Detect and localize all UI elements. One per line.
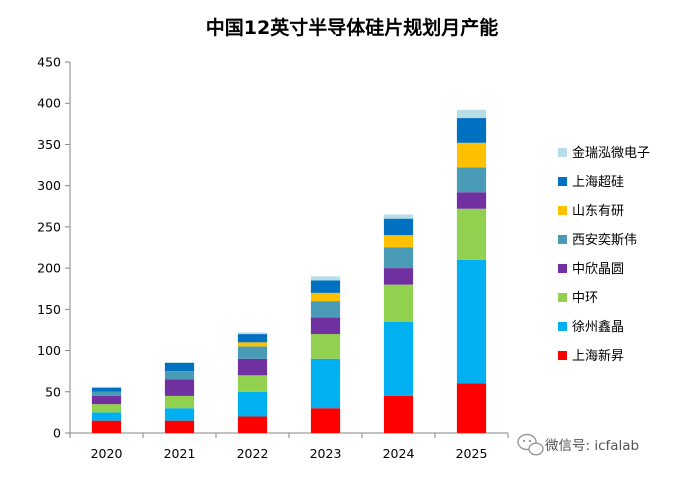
bar-segment xyxy=(383,247,414,269)
x-tick-label: 2021 xyxy=(164,446,196,461)
legend-swatch xyxy=(558,177,567,186)
bar-segment xyxy=(237,358,268,376)
bar-segment xyxy=(237,346,268,359)
x-tick-label: 2022 xyxy=(237,446,269,461)
x-tick-label: 2024 xyxy=(383,446,415,461)
bar-segment xyxy=(310,292,341,302)
legend-swatch xyxy=(558,264,567,273)
bar-segment xyxy=(383,218,414,236)
bar-segment xyxy=(91,412,122,421)
bar-segment xyxy=(310,408,341,433)
bar-segment xyxy=(383,235,414,248)
bar-segment xyxy=(237,416,268,433)
y-tick-label: 400 xyxy=(37,96,61,111)
bar-segment xyxy=(237,375,268,392)
bar-segment xyxy=(91,420,122,433)
legend-label: 山东有研 xyxy=(572,204,624,219)
bars xyxy=(91,109,487,433)
bar-segment xyxy=(164,371,195,380)
bar-segment xyxy=(91,404,122,413)
bar-segment xyxy=(164,395,195,409)
y-tick-label: 200 xyxy=(37,261,61,276)
bar-segment xyxy=(310,334,341,359)
legend-swatch xyxy=(558,206,567,215)
y-tick-label: 150 xyxy=(37,302,61,317)
legend-label: 西安奕斯伟 xyxy=(572,232,637,248)
watermark-text: 微信号: icfalab xyxy=(545,438,639,454)
bar-segment xyxy=(237,332,268,335)
bar-segment xyxy=(383,321,414,396)
y-tick-label: 350 xyxy=(37,137,61,152)
y-tick-label: 100 xyxy=(37,343,61,358)
legend-label: 上海新昇 xyxy=(572,348,624,364)
bar-segment xyxy=(237,391,268,417)
legend-label: 上海超硅 xyxy=(572,175,624,190)
bar-segment xyxy=(310,280,341,293)
bar-segment xyxy=(383,214,414,219)
bar-segment xyxy=(383,395,414,433)
bar-segment xyxy=(456,142,487,168)
bar-segment xyxy=(164,408,195,421)
bar-segment xyxy=(456,118,487,143)
x-tick-label: 2025 xyxy=(456,446,488,461)
y-tick-label: 300 xyxy=(37,178,61,193)
bar-segment xyxy=(310,317,341,335)
bar-segment xyxy=(456,259,487,384)
watermark: 微信号: icfalab xyxy=(517,433,639,456)
legend-swatch xyxy=(558,148,567,157)
bar-segment xyxy=(310,301,341,318)
bar-segment xyxy=(237,334,268,343)
bar-segment xyxy=(164,362,195,363)
bar-segment xyxy=(456,167,487,193)
bar-segment xyxy=(164,362,195,372)
x-tick-label: 2020 xyxy=(91,446,123,461)
bar-segment xyxy=(310,276,341,281)
legend-swatch xyxy=(558,293,567,302)
y-tick-label: 0 xyxy=(53,426,61,441)
legend-label: 徐州鑫晶 xyxy=(572,319,624,335)
chart-title: 中国12英寸半导体硅片规划月产能 xyxy=(206,16,498,39)
bar-segment xyxy=(91,386,122,388)
bar-segment xyxy=(456,192,487,209)
bar-segment xyxy=(91,391,122,396)
bar-segment xyxy=(164,379,195,396)
legend-swatch xyxy=(558,351,567,360)
axes: 0 50 100 150 200 250 300 350 400 450 2020 2021 2022 2… xyxy=(37,55,509,461)
legend-swatch xyxy=(558,235,567,244)
legend-swatch xyxy=(558,322,567,331)
bar-segment xyxy=(164,420,195,433)
legend-label: 中环 xyxy=(572,291,598,306)
y-tick-label: 250 xyxy=(37,219,61,234)
bar-segment xyxy=(383,268,414,285)
wechat-icon xyxy=(517,433,544,456)
bar-segment xyxy=(456,208,487,260)
legend-label: 中欣晶圆 xyxy=(572,262,624,277)
y-tick-label: 50 xyxy=(45,384,61,399)
y-tick-label: 450 xyxy=(37,55,61,70)
bar-segment xyxy=(456,383,487,433)
bar-segment xyxy=(383,284,414,322)
bar-segment xyxy=(91,387,122,392)
bar-segment xyxy=(91,395,122,405)
bar-segment xyxy=(237,342,268,347)
bar-segment xyxy=(456,109,487,119)
x-tick-label: 2023 xyxy=(310,446,342,461)
legend-label: 金瑞泓微电子 xyxy=(572,145,650,161)
bar-segment xyxy=(310,358,341,409)
